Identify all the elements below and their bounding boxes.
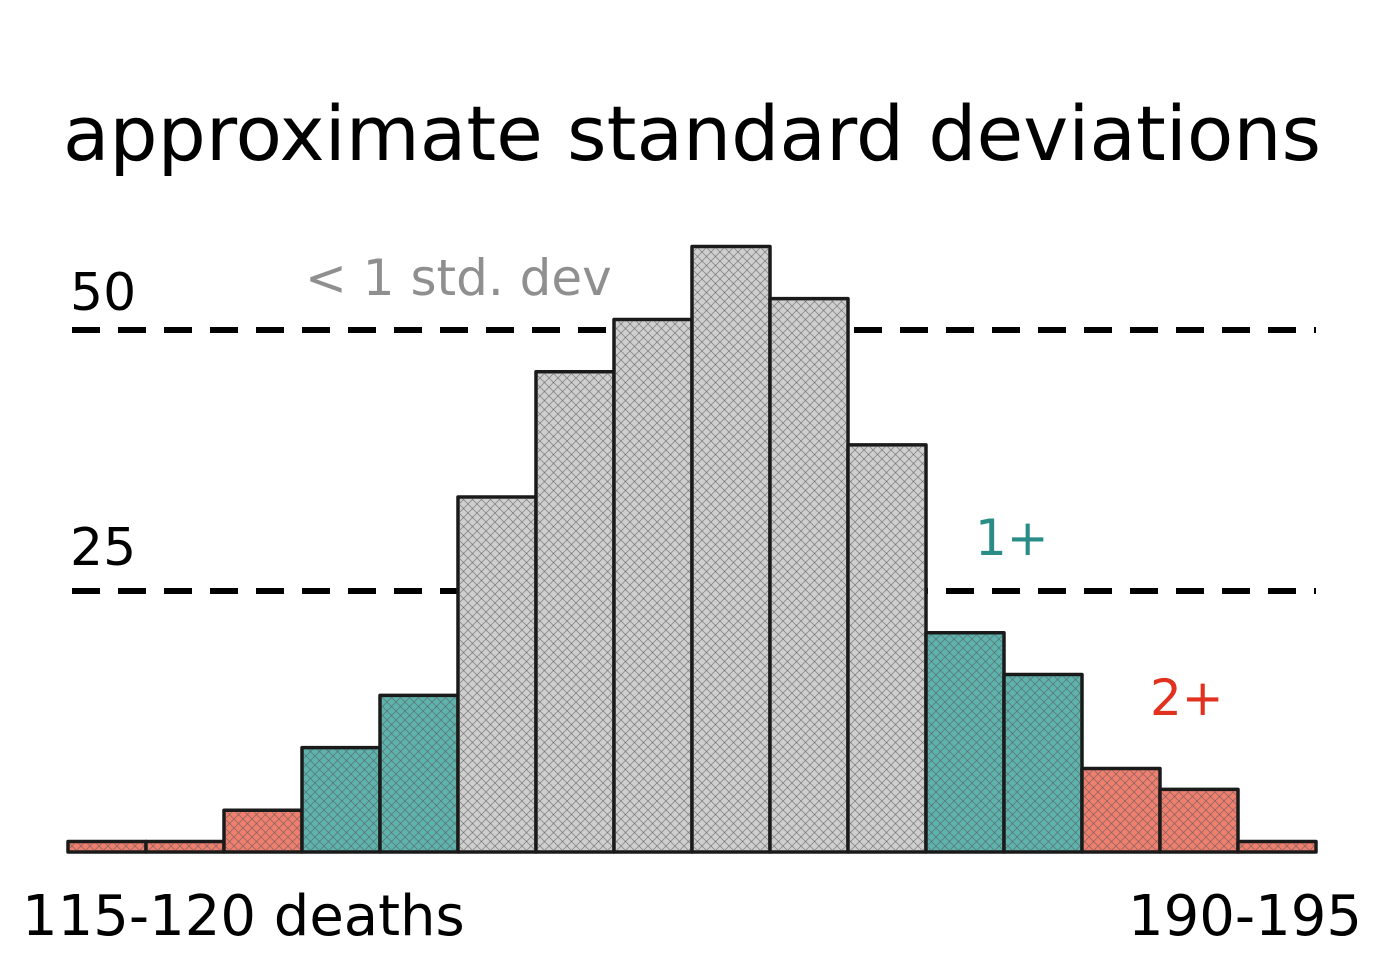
- bar-180-185: [1080, 766, 1162, 854]
- bar-135-140: [378, 693, 460, 854]
- bar-120-125: [144, 839, 226, 854]
- chart-title: approximate standard deviations: [63, 89, 1321, 178]
- annotation-1-plus: 1+: [975, 509, 1049, 567]
- bar-115-120: [66, 839, 148, 854]
- bar-150-155: [612, 317, 694, 854]
- annotation-2-plus: 2+: [1150, 669, 1224, 727]
- x-label-right: 190-195: [1128, 884, 1362, 949]
- bar-160-165: [768, 296, 850, 854]
- x-label-left: 115-120 deaths: [22, 884, 465, 949]
- bar-190-195: [1236, 839, 1318, 854]
- bar-185-190: [1158, 787, 1240, 854]
- bar-140-145: [456, 495, 538, 854]
- annotation-less-than-1-std: < 1 std. dev: [305, 249, 612, 307]
- bar-165-170: [846, 443, 928, 854]
- bar-125-130: [222, 808, 304, 854]
- bar-145-150: [534, 370, 616, 854]
- bar-170-175: [924, 631, 1006, 854]
- bars: [66, 244, 1318, 854]
- bar-175-180: [1002, 672, 1084, 854]
- bar-130-135: [300, 745, 382, 854]
- y-tick-label-50: 50: [70, 263, 136, 323]
- y-tick-label-25: 25: [70, 518, 136, 578]
- bar-155-160: [690, 244, 772, 854]
